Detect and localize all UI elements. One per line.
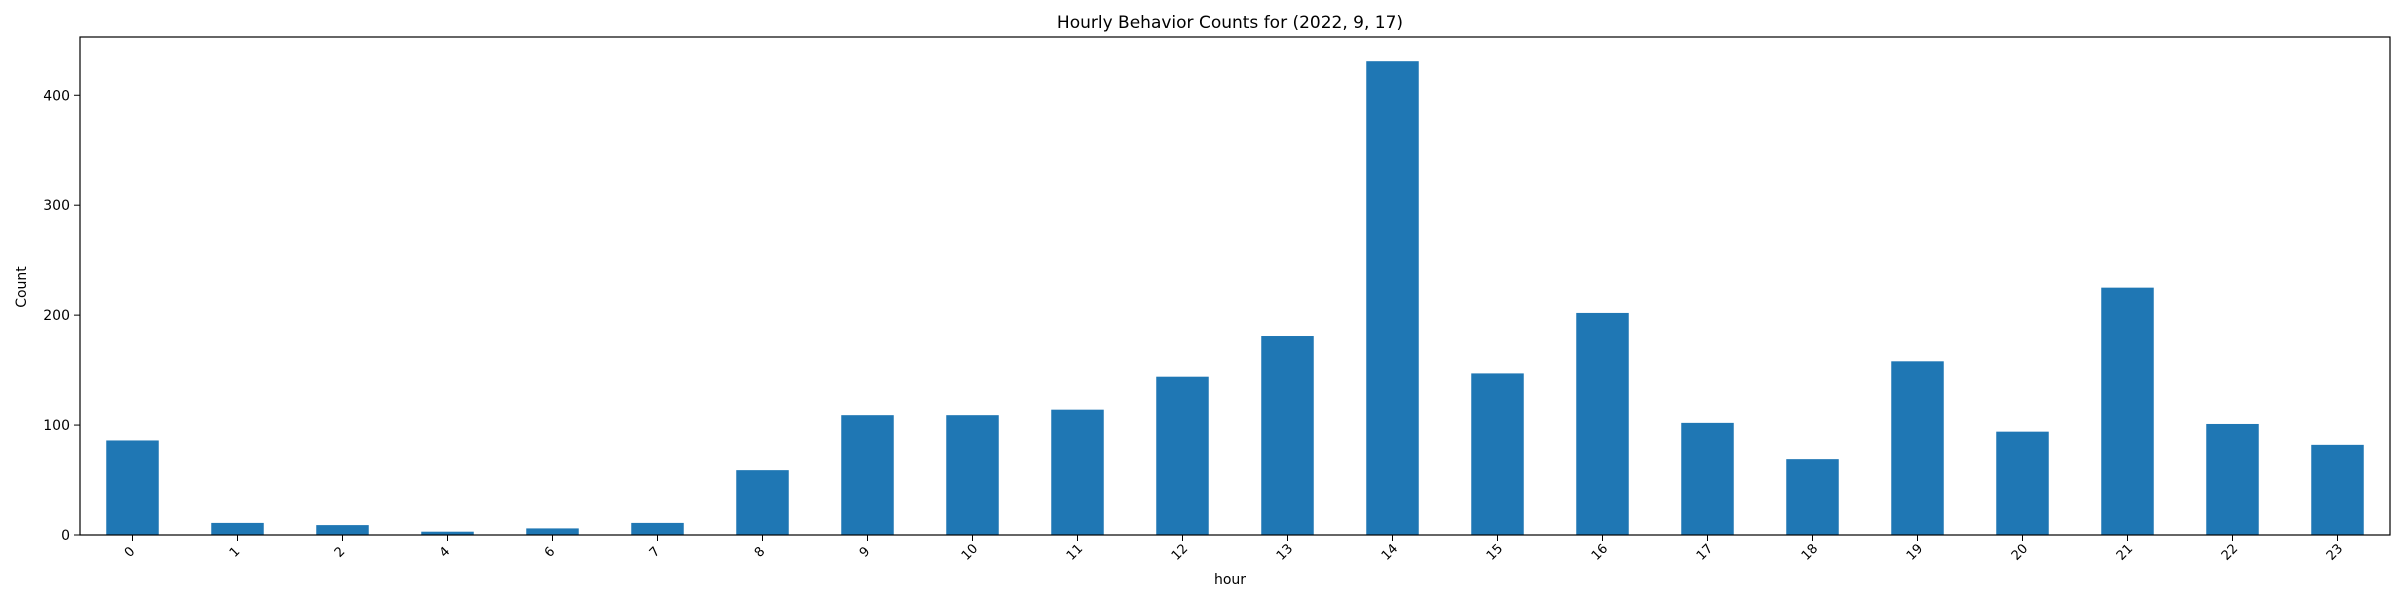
y-ticks-group: 0 100 200 300 400 (43, 88, 80, 544)
x-tick-label: 9 (857, 544, 873, 560)
x-tick-label: 18 (1799, 541, 1821, 563)
bar-hour-17 (1681, 422, 1734, 535)
x-tick-label: 12 (1169, 541, 1191, 563)
bar-hour-15 (1471, 373, 1524, 535)
x-tick-label: 11 (1064, 541, 1086, 563)
plot-frame (79, 36, 2391, 536)
bars-group (106, 61, 2364, 536)
x-tick-label: 8 (752, 544, 768, 560)
bar-hour-18 (1786, 459, 1839, 535)
y-tick-label: 400 (43, 88, 70, 104)
bar-hour-22 (2206, 423, 2259, 535)
x-tick-label: 1 (227, 544, 243, 560)
x-tick-label: 13 (1274, 541, 1296, 563)
x-tick-label: 21 (2114, 541, 2136, 563)
x-tick-label: 16 (1589, 541, 1611, 563)
bar-hour-13 (1261, 336, 1314, 535)
bar-hour-19 (1891, 361, 1944, 535)
x-ticks-group: 0 1 2 4 6 7 8 9 10 11 12 13 14 15 16 17 18 19 20 21 22 23 (122, 535, 2346, 564)
bar-hour-21 (2101, 287, 2154, 535)
x-tick-label: 7 (647, 544, 663, 560)
x-tick-label: 15 (1484, 541, 1506, 563)
y-tick-label: 200 (43, 308, 70, 324)
bar-hour-6 (526, 528, 579, 535)
x-tick-label: 6 (542, 544, 558, 560)
y-tick-label: 300 (43, 198, 70, 214)
bar-hour-23 (2311, 444, 2364, 535)
x-tick-label: 23 (2324, 541, 2346, 563)
y-tick-label: 100 (43, 418, 70, 434)
bar-hour-12 (1156, 376, 1209, 535)
x-tick-label: 4 (437, 544, 453, 560)
x-axis-label: hour (1214, 572, 1246, 588)
bar-hour-8 (736, 470, 789, 535)
x-tick-label: 0 (122, 544, 138, 560)
bar-hour-9 (841, 415, 894, 535)
bar-hour-20 (1996, 431, 2049, 535)
bar-hour-10 (946, 415, 999, 535)
y-axis-label: Count (14, 266, 30, 308)
chart-title: Hourly Behavior Counts for (2022, 9, 17) (1057, 13, 1403, 33)
bar-hour-7 (631, 522, 684, 535)
bar-hour-14 (1366, 61, 1419, 536)
bar-hour-2 (316, 525, 369, 535)
bar-hour-16 (1576, 312, 1629, 535)
x-tick-label: 14 (1379, 541, 1401, 563)
x-tick-label: 17 (1694, 541, 1716, 563)
y-tick-label: 0 (61, 528, 70, 544)
bar-hour-4 (421, 531, 474, 535)
x-tick-label: 22 (2219, 541, 2241, 563)
x-tick-label: 2 (332, 544, 348, 560)
x-tick-label: 20 (2009, 541, 2031, 563)
bar-hour-11 (1051, 409, 1104, 535)
x-tick-label: 19 (1904, 541, 1926, 563)
bar-hour-0 (106, 440, 159, 535)
x-tick-label: 10 (959, 541, 981, 563)
bar-hour-1 (211, 522, 264, 535)
